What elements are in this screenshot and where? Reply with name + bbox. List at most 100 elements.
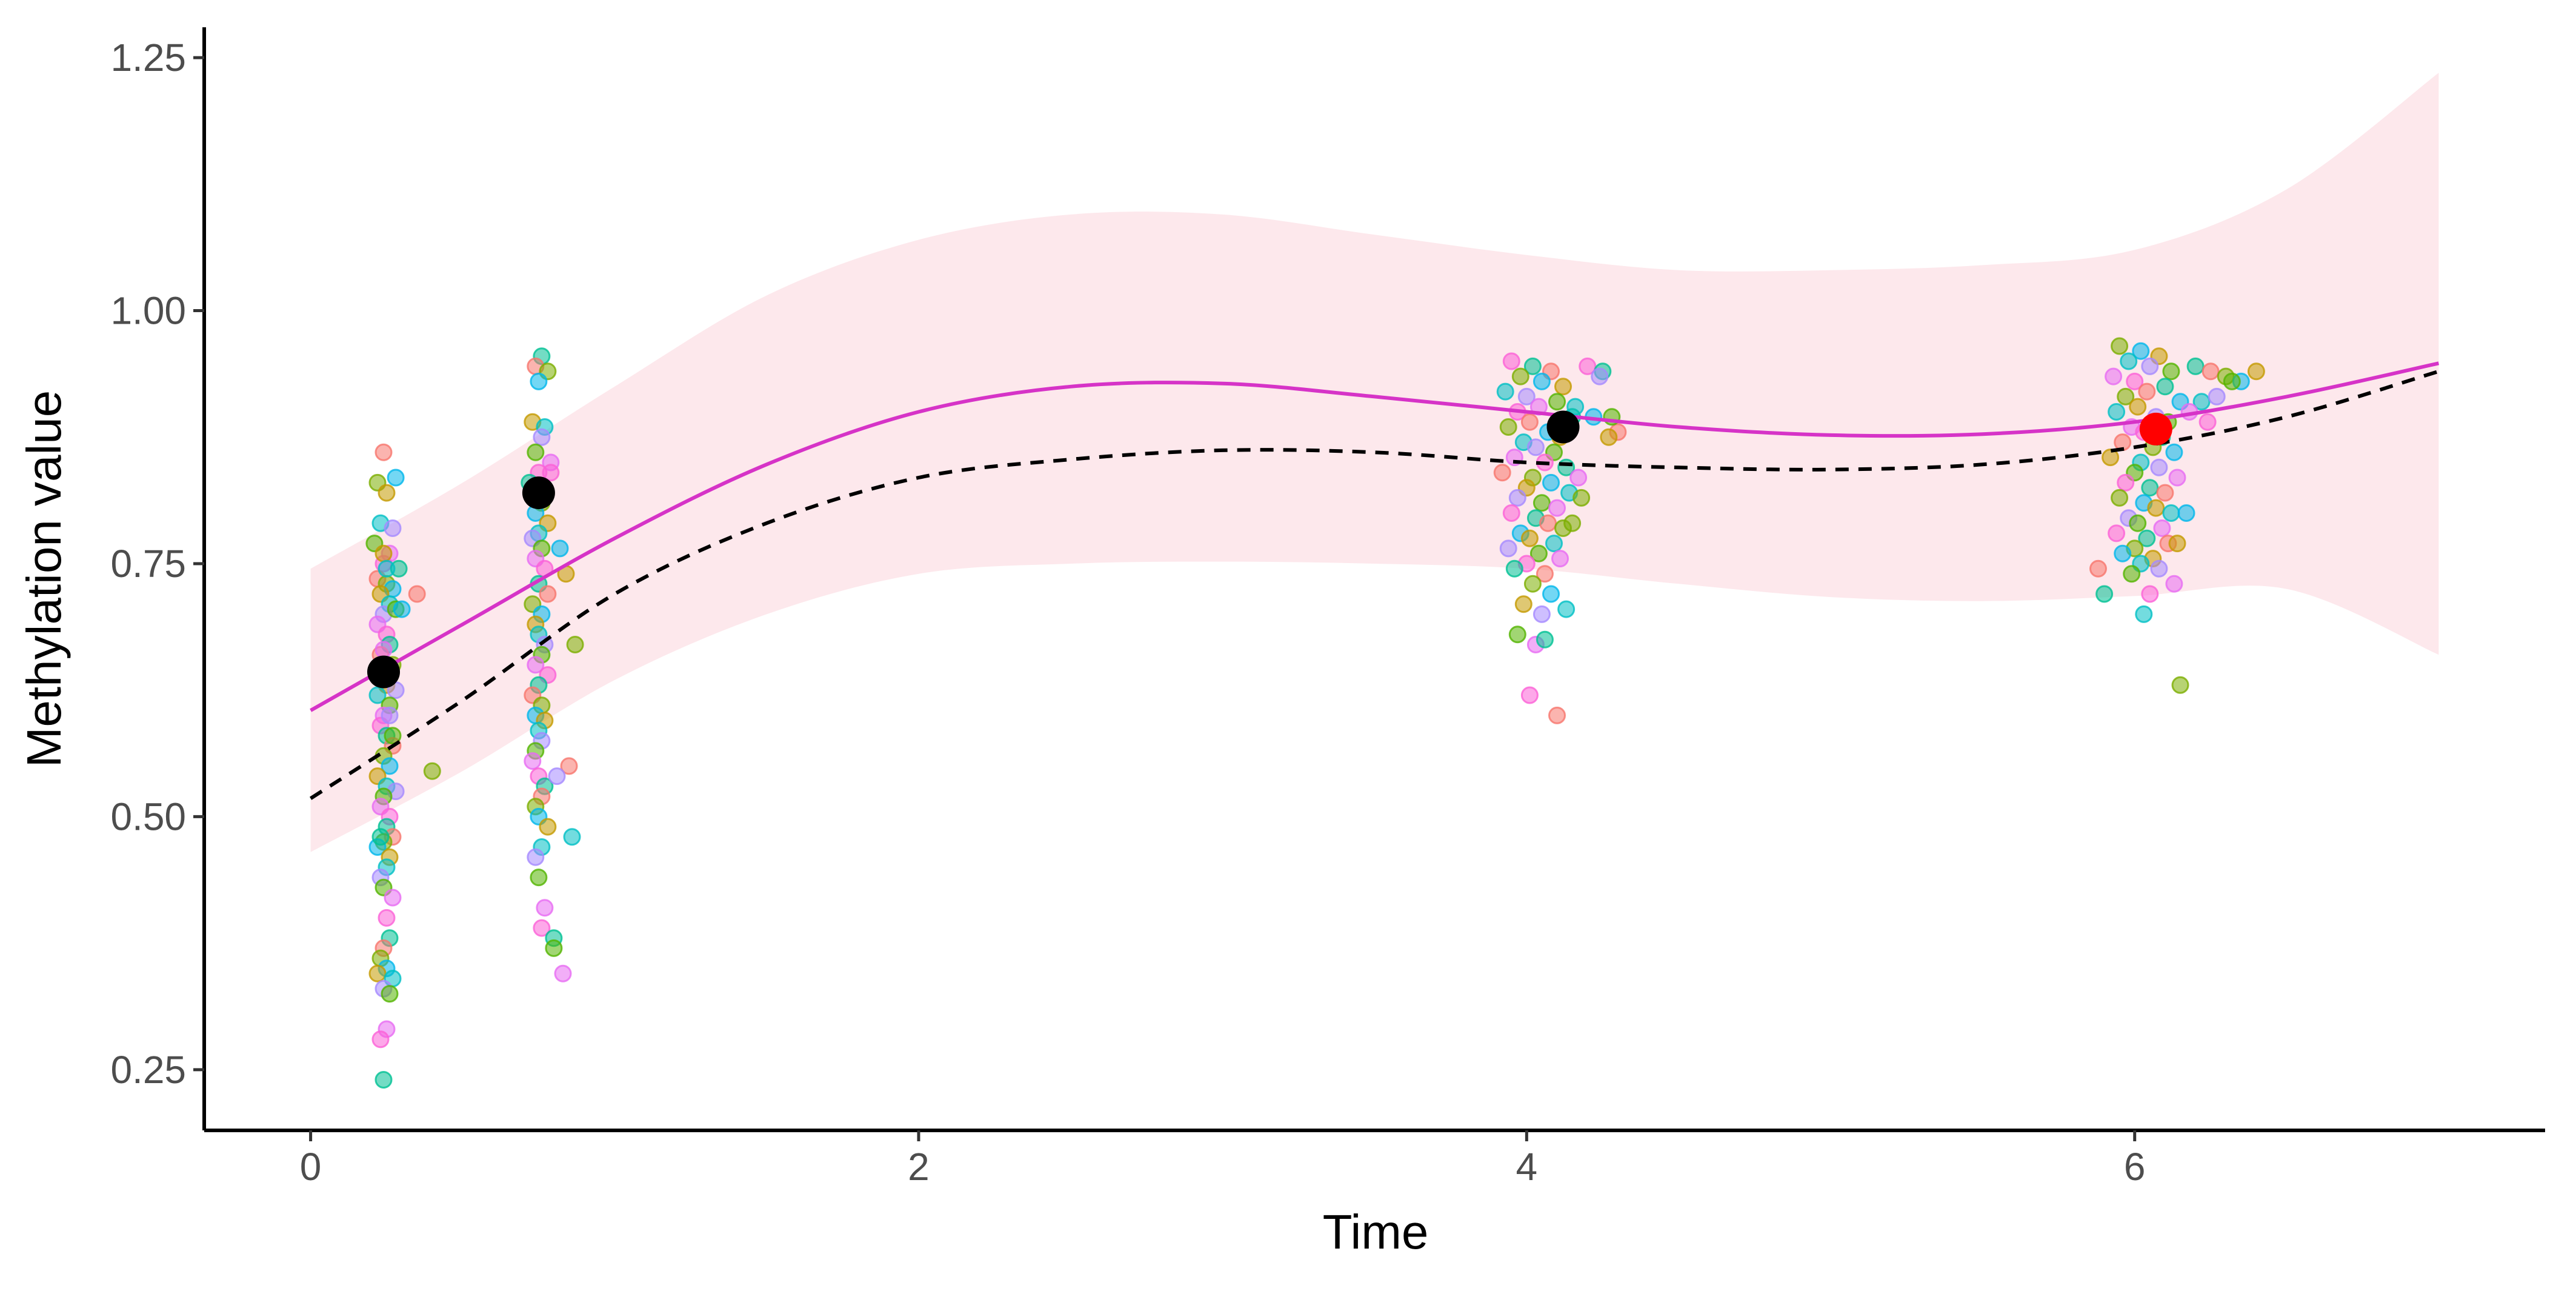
y-tick-label: 1.25 — [110, 36, 186, 79]
jitter-point — [524, 752, 542, 770]
jitter-point — [2168, 469, 2186, 487]
x-tick-label: 2 — [908, 1145, 930, 1189]
jitter-point — [563, 828, 581, 846]
jitter-point — [1533, 494, 1551, 512]
jitter-point — [1511, 367, 1529, 385]
jitter-point — [2120, 352, 2138, 370]
jitter-point — [2135, 605, 2153, 623]
jitter-point — [1526, 438, 1545, 456]
jitter-point — [2171, 676, 2189, 694]
jitter-point — [2156, 484, 2174, 502]
jitter-point — [2138, 382, 2156, 401]
jitter-point — [1508, 489, 1526, 507]
axes-layer: 0.25 0.50 0.75 1.00 1.25 0 2 4 6 — [110, 27, 2545, 1189]
jitter-point — [378, 484, 396, 502]
jitter-point — [408, 585, 426, 603]
jitter-point — [1529, 544, 1548, 562]
jitter-point — [539, 585, 557, 603]
jitter-point — [1536, 630, 1554, 649]
jitter-point — [1557, 600, 1576, 618]
jitter-point — [539, 818, 557, 836]
jitter-point — [2114, 544, 2132, 562]
jitter-point — [1548, 499, 1566, 517]
confidence-band-layer — [310, 73, 2439, 852]
jitter-point — [1554, 378, 1572, 396]
jitter-point — [1536, 565, 1554, 583]
x-axis-title: Time — [1323, 1205, 1429, 1259]
jitter-point — [1517, 387, 1536, 405]
confidence-band — [310, 73, 2439, 852]
mean-point — [1546, 410, 1580, 444]
jitter-point — [2192, 393, 2211, 411]
jitter-point — [2132, 342, 2150, 360]
y-tick-label: 0.75 — [110, 542, 186, 585]
jitter-point — [2162, 504, 2180, 522]
jitter-point — [1502, 352, 1520, 370]
y-tick-label: 0.25 — [110, 1048, 186, 1092]
jitter-point — [2108, 403, 2126, 421]
jitter-point — [560, 757, 578, 775]
jitter-points-layer — [365, 337, 2265, 1089]
jitter-point — [393, 600, 411, 618]
jitter-point — [423, 762, 441, 780]
jitter-point — [2123, 565, 2141, 583]
jitter-point — [371, 828, 390, 846]
jitter-point — [384, 727, 402, 745]
jitter-point — [2165, 575, 2183, 593]
jitter-point — [1563, 514, 1582, 532]
y-axis-title: Methylation value — [17, 390, 71, 768]
jitter-point — [1542, 473, 1560, 492]
jitter-point — [2129, 514, 2147, 532]
jitter-point — [387, 469, 405, 487]
jitter-point — [1499, 539, 1517, 558]
jitter-point — [1514, 595, 1533, 613]
jitter-point — [1523, 575, 1542, 593]
jitter-point — [378, 559, 396, 578]
jitter-point — [1496, 382, 1514, 401]
jitter-point — [1545, 535, 1563, 553]
jitter-point — [384, 519, 402, 537]
jitter-point — [1566, 398, 1585, 416]
jitter-point — [1591, 367, 1609, 385]
jitter-point — [1502, 504, 1520, 522]
jitter-point — [371, 1030, 390, 1049]
jitter-point — [530, 869, 548, 887]
jitter-point — [1533, 605, 1551, 623]
jitter-point — [2153, 519, 2171, 537]
jitter-point — [536, 899, 554, 917]
jitter-point — [533, 919, 551, 937]
jitter-point — [1499, 418, 1517, 436]
highlighted-mean-point — [2139, 412, 2172, 445]
jitter-point — [1520, 413, 1539, 431]
jitter-point — [2117, 473, 2135, 492]
jitter-point — [2156, 378, 2174, 396]
jitter-point — [1520, 529, 1539, 547]
x-tick-label: 0 — [300, 1145, 322, 1189]
jitter-point — [2138, 529, 2156, 547]
jitter-point — [545, 939, 563, 957]
jitter-point — [1579, 357, 1597, 375]
jitter-point — [1569, 469, 1588, 487]
jitter-point — [2147, 499, 2165, 517]
mean-points-layer — [367, 410, 2172, 689]
jitter-point — [374, 544, 393, 562]
y-tick-label: 1.00 — [110, 289, 186, 333]
jitter-point — [368, 964, 387, 982]
jitter-point — [381, 985, 399, 1003]
jitter-point — [2150, 559, 2168, 578]
jitter-point — [381, 706, 399, 724]
jitter-point — [2105, 367, 2123, 385]
jitter-point — [2165, 443, 2183, 461]
jitter-point — [384, 889, 402, 907]
jitter-point — [381, 757, 399, 775]
jitter-point — [368, 686, 387, 704]
jitter-point — [530, 372, 548, 390]
jitter-point — [527, 656, 545, 674]
jitter-point — [2089, 559, 2107, 578]
jitter-point — [1551, 550, 1569, 568]
jitter-point — [2208, 387, 2226, 405]
jitter-point — [1542, 585, 1560, 603]
jitter-point — [527, 443, 545, 461]
y-tick-label: 0.50 — [110, 795, 186, 838]
jitter-point — [374, 443, 393, 461]
